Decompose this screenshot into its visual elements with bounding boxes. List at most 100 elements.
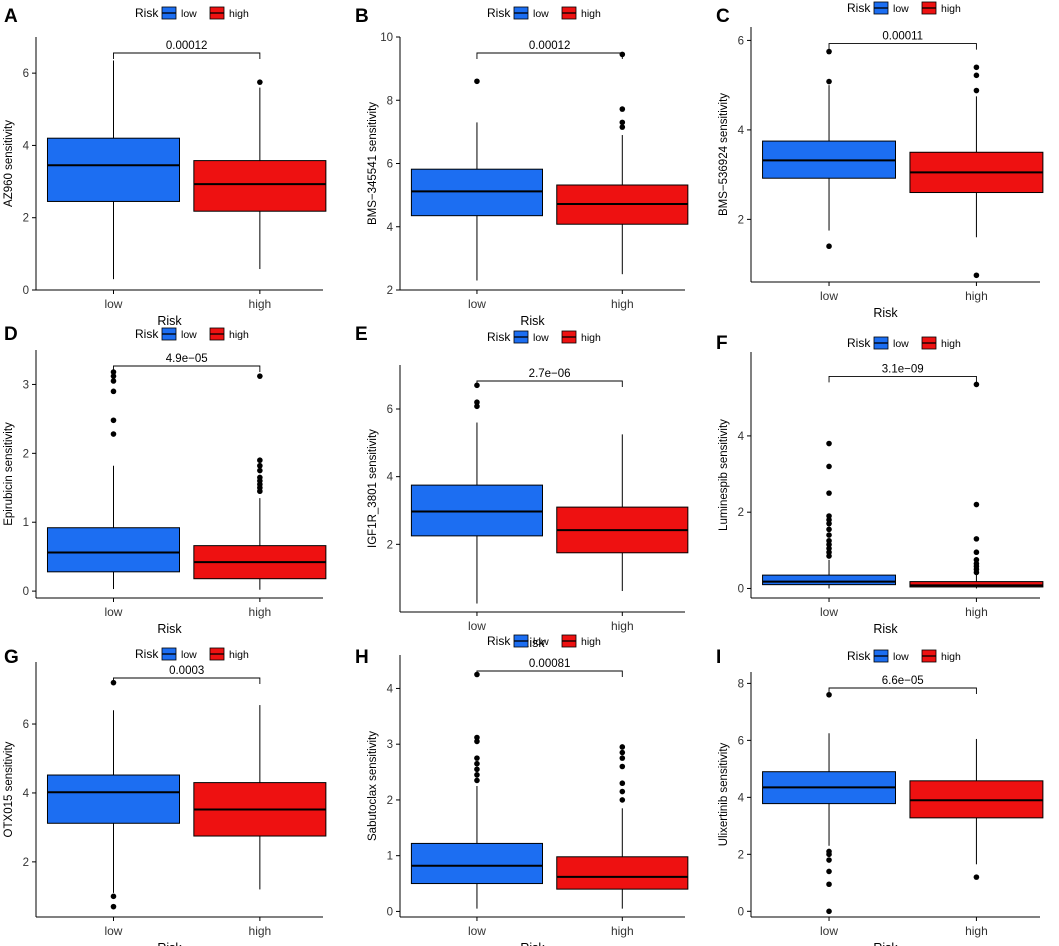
p-value-label: 0.00012 (529, 40, 571, 52)
box-iqr (410, 842, 543, 885)
x-tick-label-low: low (468, 619, 486, 633)
bracket-line (476, 52, 623, 59)
y-tick-label: 4 (23, 140, 30, 152)
legend: Risk low high (135, 327, 249, 341)
legend-label-high: high (581, 636, 601, 648)
outlier-point (474, 78, 480, 85)
outlier-point (474, 399, 480, 406)
x-axis-title: Risk (520, 941, 545, 946)
outlier-point (619, 744, 626, 750)
x-axis-title: Risk (157, 622, 182, 636)
legend-label-high: high (581, 332, 601, 344)
outlier-point (619, 788, 626, 795)
panel-label: B (355, 6, 369, 27)
box-low (46, 679, 181, 910)
panel-label: E (355, 324, 368, 345)
panel-label: D (4, 324, 18, 345)
bracket-line (476, 380, 623, 387)
panel-c: C Risk low high 2 4 6 low high Risk BMS−536924 sen… (716, 1, 1044, 320)
y-tick-label: 2 (387, 795, 393, 807)
box-high (193, 79, 327, 270)
outlier-point (110, 373, 117, 379)
y-tick-label: 8 (387, 95, 393, 107)
box-low (762, 48, 896, 250)
box-high (193, 705, 327, 890)
bracket-line (113, 52, 261, 59)
legend-title: Risk (487, 634, 511, 648)
x-tick-label-high: high (611, 297, 634, 311)
outlier-point (826, 881, 832, 888)
bracket-line (476, 670, 623, 677)
y-axis-title: OTX015 sensitivity (3, 741, 15, 837)
box-iqr (193, 160, 327, 212)
outlier-point (826, 848, 832, 855)
outlier-point (474, 738, 480, 745)
y-tick-label: 0 (23, 586, 29, 598)
outlier-point (110, 388, 117, 395)
outlier-point (826, 868, 832, 875)
y-tick-label: 4 (738, 125, 745, 137)
y-tick-label: 4 (738, 792, 745, 804)
y-tick-label: 0 (387, 906, 393, 918)
panel-b: B Risk low high 2 4 6 8 10 low high Risk BMS−345541 … (355, 6, 689, 328)
x-axis-title: Risk (873, 941, 898, 946)
y-tick-label: 0 (738, 583, 744, 595)
outlier-point (826, 48, 832, 55)
x-axis-title: Risk (157, 314, 182, 328)
outlier-point (257, 467, 263, 474)
box-iqr (556, 856, 689, 890)
outlier-point (826, 513, 832, 519)
outlier-point (474, 766, 480, 773)
panel-label: C (716, 6, 730, 27)
box-iqr (46, 774, 181, 824)
x-tick-label-high: high (965, 605, 988, 619)
outlier-point (619, 755, 626, 761)
box-iqr (410, 168, 543, 217)
panel-label: I (716, 647, 721, 668)
bracket-line (828, 687, 977, 694)
outlier-point (257, 79, 263, 85)
outlier-point (110, 369, 117, 375)
box-iqr (410, 484, 543, 537)
legend-label-low: low (533, 8, 549, 20)
outlier-point (474, 403, 480, 410)
legend: Risk low high (135, 6, 249, 20)
legend: Risk low high (847, 336, 961, 350)
x-tick-label-low: low (820, 289, 838, 303)
y-tick-label: 3 (23, 379, 29, 391)
p-value-label: 0.00012 (166, 40, 208, 52)
box-high (909, 381, 1044, 589)
x-tick-label-low: low (104, 297, 122, 311)
y-tick-label: 6 (387, 404, 393, 416)
x-tick-label-low: low (820, 924, 838, 938)
panel-label: G (4, 647, 19, 668)
outlier-point (474, 734, 480, 741)
outlier-point (826, 857, 832, 863)
outlier-point (973, 272, 980, 279)
x-tick-label-low: low (820, 605, 838, 619)
outlier-point (474, 772, 480, 778)
legend: Risk low high (847, 649, 961, 663)
outlier-point (973, 87, 980, 94)
significance-bracket: 0.00081 (476, 658, 623, 677)
outlier-point (619, 763, 626, 770)
outlier-point (973, 874, 980, 880)
legend: Risk low high (487, 6, 601, 20)
y-tick-label: 0 (738, 906, 744, 918)
x-tick-label-low: low (468, 924, 486, 938)
legend-title: Risk (135, 6, 159, 20)
y-tick-label: 6 (738, 735, 744, 747)
p-value-label: 0.00011 (882, 31, 923, 43)
y-tick-label: 6 (387, 159, 393, 171)
outlier-point (973, 381, 980, 388)
outlier-point (826, 537, 832, 544)
y-tick-label: 4 (387, 683, 394, 695)
p-value-label: 2.7e−06 (529, 368, 571, 380)
outlier-point (110, 378, 117, 384)
legend-label-high: high (229, 649, 249, 661)
x-tick-label-high: high (249, 924, 272, 938)
outlier-point (110, 903, 117, 910)
y-tick-label: 2 (387, 539, 393, 551)
outlier-point (474, 755, 480, 761)
box-iqr (909, 581, 1044, 588)
